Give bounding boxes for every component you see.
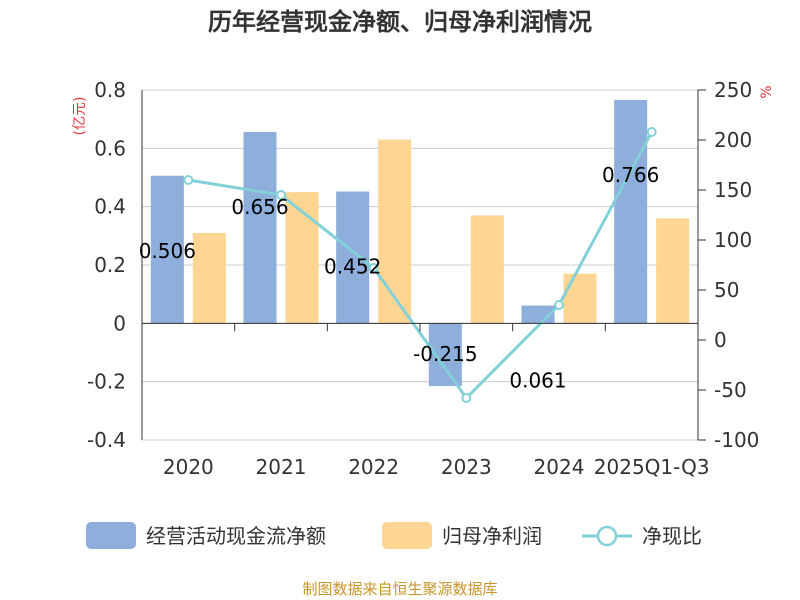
net-profit-bar [192,232,226,324]
y-left-tick-label: -0.4 [87,428,126,452]
legend-cash-label: 经营活动现金流净额 [146,524,326,548]
x-category-label: 2022 [348,455,399,479]
y-right-tick-label: 50 [714,278,739,302]
y-right-tick-label: 100 [714,228,752,252]
chart-title: 历年经营现金净额、归母净利润情况 [208,8,592,36]
cash-flow-data-label: 0.766 [602,163,659,187]
x-category-label: 2020 [163,455,214,479]
ratio-point [183,175,194,185]
cash-flow-bar [336,191,370,324]
bars [150,99,690,387]
legend-profit-swatch [382,522,432,549]
y-right-unit: % [759,85,775,98]
y-left-tick-label: 0.2 [94,253,126,277]
net-profit-bar [285,192,319,324]
cash-flow-data-label: 0.656 [231,195,288,219]
y-left-tick-label: 0 [113,311,126,335]
y-right-tick-label: 250 [714,78,752,102]
y-left-unit: (亿元) [72,97,88,136]
net-profit-bar [470,215,504,324]
y-left-tick-label: 0.4 [94,195,126,219]
y-left-tick-label: 0.6 [94,136,126,160]
source-note: 制图数据来自恒生聚源数据库 [302,580,497,598]
y-right-tick-label: -50 [714,378,747,402]
y-right-tick-label: 150 [714,178,752,202]
cash-flow-data-label: 0.061 [509,369,566,393]
x-category-label: 2024 [534,455,585,479]
cash-flow-data-label: 0.452 [324,255,381,279]
legend-profit-label: 归母净利润 [442,524,542,548]
ratio-point [461,393,472,403]
y-right-tick-label: 200 [714,128,752,152]
cash-flow-data-label: -0.215 [413,342,477,366]
net-profit-bar [656,218,690,324]
ratio-point [368,263,379,273]
x-category-label: 2021 [256,455,307,479]
cash-flow-bar [243,132,277,324]
legend-ratio-label: 净现比 [642,524,702,548]
y-left-tick-label: -0.2 [87,370,126,394]
ratio-point [276,190,286,200]
x-category-label: 2023 [441,455,492,479]
data-labels: 0.506 0.656 0.452 -0.215 0.061 0.766 [139,163,660,393]
cash-flow-bar [150,175,184,324]
net-profit-bar [563,273,597,324]
legend-ratio-marker [596,525,618,547]
ratio-line [183,127,657,403]
net-profit-bar [378,139,412,324]
cash-flow-bar [614,99,648,324]
x-category-label: 2025Q1-Q3 [594,455,710,479]
ratio-point [554,300,564,310]
y-right-tick-label: 0 [714,328,727,352]
ratio-polyline [188,131,653,401]
y-right-tick-label: -100 [714,428,759,452]
axes: 0.8 0.6 0.4 0.2 0 -0.2 -0.4 250 200 150 100 50 0 -50 -… [87,78,759,479]
cash-flow-data-label: 0.506 [139,239,196,263]
legend-cash-swatch [86,522,136,549]
legend[interactable]: 经营活动现金流净额 归母净利润 净现比 [86,522,702,549]
ratio-point [646,127,657,137]
y-left-tick-label: 0.8 [94,78,126,102]
